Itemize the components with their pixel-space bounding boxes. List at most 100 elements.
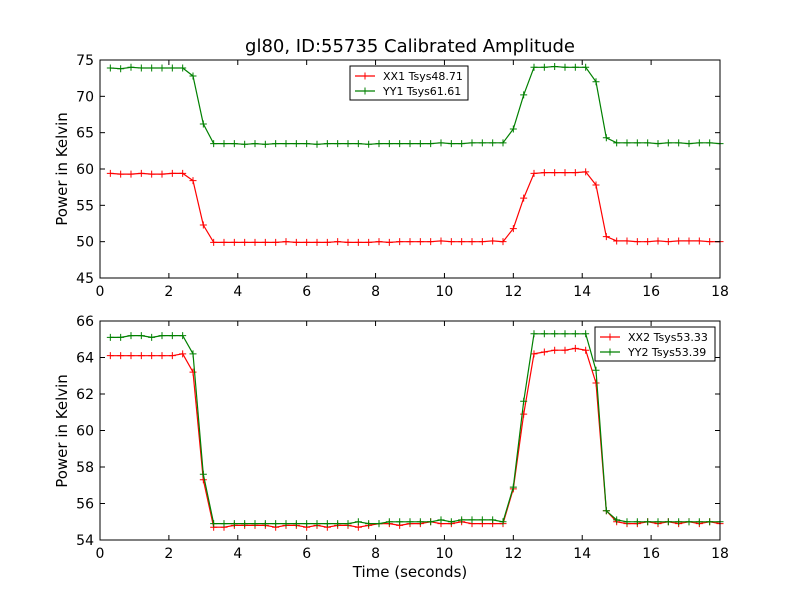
plot-top-data-point — [365, 140, 373, 148]
plot-bottom-data-point — [509, 483, 517, 491]
plot-top-data-point — [148, 170, 156, 178]
plot-bottom-series-line-1 — [110, 333, 720, 525]
plot-top-data-point — [685, 140, 693, 148]
plot-bottom-data-point — [313, 520, 321, 528]
plot-bottom-data-point — [623, 518, 631, 526]
plot-bottom-data-point — [478, 516, 486, 524]
plot-top-data-point — [592, 78, 600, 86]
plot-top-ytick-label: 50 — [76, 235, 94, 251]
plot-top-data-point — [623, 237, 631, 245]
plot-bottom-data-point — [530, 350, 538, 358]
plot-top-data-point — [168, 169, 176, 177]
plot-bottom-data-point — [706, 518, 714, 526]
plot-bottom-data-point — [613, 516, 621, 524]
plot-top-data-point — [344, 238, 352, 246]
plot-top-data-point — [272, 238, 280, 246]
plot-bottom-data-point — [137, 332, 145, 340]
plot-bottom-marks — [106, 330, 724, 531]
plot-bottom-data-point — [561, 346, 569, 354]
plot-top-data-point — [210, 140, 218, 148]
plot-top-data-point — [654, 140, 662, 148]
plot-top-data-point — [520, 194, 528, 202]
plot-top-data-point — [137, 64, 145, 72]
plot-bottom-data-point — [675, 518, 683, 526]
plot-top-data-point — [706, 139, 714, 147]
plot-top-data-point — [303, 238, 311, 246]
plot-top-data-point — [664, 238, 672, 246]
plot-bottom-data-point — [458, 516, 466, 524]
plot-top-data-point — [251, 238, 259, 246]
plot-top-data-point — [551, 169, 559, 177]
chart-title: gl80, ID:55735 Calibrated Amplitude — [245, 36, 575, 57]
plot-bottom-ytick-label: 64 — [76, 351, 94, 367]
plot-bottom-data-point — [148, 333, 156, 341]
plot-top-xtick-label: 14 — [573, 284, 591, 300]
plot-bottom-data-point — [416, 518, 424, 526]
plot-bottom-ytick-label: 60 — [76, 424, 94, 440]
plot-bottom-data-point — [365, 520, 373, 528]
plot-top-data-point — [189, 177, 197, 185]
plot-top-data-point — [613, 139, 621, 147]
plot-bottom-ytick-label: 62 — [76, 387, 94, 403]
plot-top-data-point — [272, 140, 280, 148]
plot-bottom-ytick-label: 66 — [76, 314, 94, 330]
plot-top-data-point — [561, 63, 569, 71]
plot-bottom-xtick-label: 0 — [96, 546, 105, 562]
plot-bottom-data-point — [571, 344, 579, 352]
plot-top-data-point — [571, 63, 579, 71]
plot-top-data-point — [106, 169, 114, 177]
plot-top-data-point — [406, 238, 414, 246]
plot-top-data-point — [685, 237, 693, 245]
plot-bottom-legend: XX2 Tsys53.33 YY2 Tsys53.39 — [594, 326, 716, 362]
plot-bottom-data-point — [127, 352, 135, 360]
plot-top-ytick-label: 75 — [76, 53, 94, 69]
plot-bottom-data-point — [685, 518, 693, 526]
plot-top-data-point — [654, 237, 662, 245]
plot-top-data-point — [695, 237, 703, 245]
plot-bottom-data-point — [427, 518, 435, 526]
plot-bottom-xtick-label: 8 — [371, 546, 380, 562]
plot-top-data-point — [313, 140, 321, 148]
plot-top-data-point — [530, 63, 538, 71]
plot-bottom-data-point — [654, 518, 662, 526]
plot-top-data-point — [385, 238, 393, 246]
plot-top-legend-label: YY1 Tsys61.61 — [382, 85, 461, 98]
plot-bottom-ytick-label: 58 — [76, 460, 94, 476]
plot-top-data-point — [416, 238, 424, 246]
plot-top-data-point — [540, 169, 548, 177]
plot-top-data-point — [396, 140, 404, 148]
plot-bottom-data-point — [117, 333, 125, 341]
plot-top-data-point — [334, 238, 342, 246]
plot-bottom-data-point — [158, 332, 166, 340]
plot-top-data-point — [706, 238, 714, 246]
plot-top-ylabel: Power in Kelvin — [53, 112, 71, 226]
plot-bottom-data-point — [106, 352, 114, 360]
plot-top-data-point — [468, 238, 476, 246]
plot-top-data-point — [158, 64, 166, 72]
plot-bottom-data-point — [292, 520, 300, 528]
plot-bottom-xtick-label: 2 — [164, 546, 173, 562]
plot-top-data-point — [644, 238, 652, 246]
plot-bottom-legend-marker — [606, 348, 614, 356]
plot-top-data-point — [509, 125, 517, 133]
plot-top-data-point — [282, 238, 290, 246]
plot-top-data-point — [561, 169, 569, 177]
plot-bottom-legend-marker — [606, 333, 614, 341]
plot-bottom-data-point — [148, 352, 156, 360]
plot-top-data-point — [675, 237, 683, 245]
plot-top-data-point — [220, 140, 228, 148]
plot-bottom-data-point — [499, 518, 507, 526]
plot-top-data-point — [323, 238, 331, 246]
plot-top-legend-marker — [361, 72, 369, 80]
plot-bottom-data-point — [551, 330, 559, 338]
plot-bottom-data-point — [137, 352, 145, 360]
plot-bottom: 0 2 4 6 8 10 12 14 16 18 54 56 58 60 62 64 66 Power in K… — [53, 314, 729, 581]
plot-top-data-point — [210, 238, 218, 246]
plot-top-data-point — [323, 140, 331, 148]
plot-top-legend: XX1 Tsys48.71 YY1 Tsys61.61 — [349, 65, 469, 101]
plot-bottom-series-line-0 — [110, 347, 721, 528]
plot-bottom-data-point — [695, 518, 703, 526]
plot-bottom-data-point — [189, 368, 197, 376]
plot-top-data-point — [582, 168, 590, 176]
